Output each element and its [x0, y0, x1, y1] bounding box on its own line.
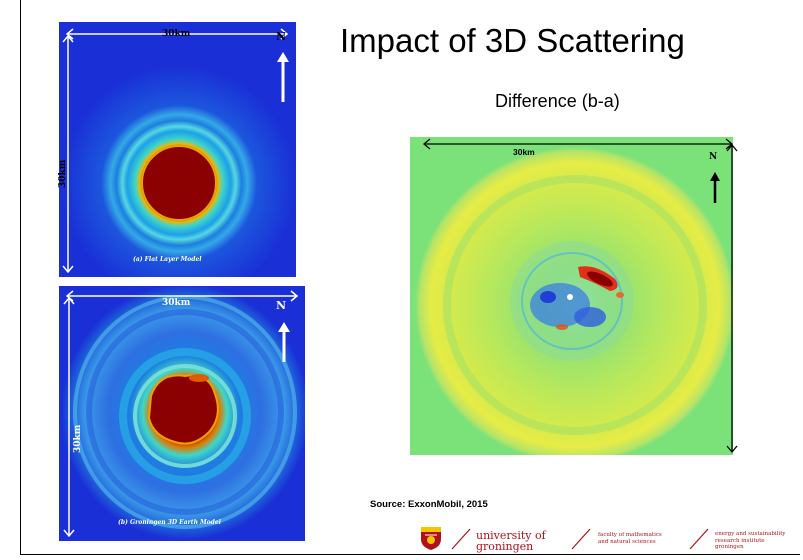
flat-layer-model-map	[59, 22, 296, 277]
difference-north-label: N	[709, 152, 718, 162]
slide-frame	[20, 0, 800, 555]
panel-a-overlays	[62, 28, 289, 274]
panel-b-overlays	[63, 290, 299, 538]
difference-map-overlays	[422, 138, 738, 454]
footer-logos: university of groningen faculty of mathe…	[420, 525, 800, 555]
panel-b-width-label: 30km	[162, 298, 191, 308]
groningen-3d-earth-model-map	[59, 286, 305, 541]
difference-map	[410, 137, 733, 455]
university-name: university of groningen	[476, 529, 546, 553]
source-note: Source: ExxonMobil, 2015	[370, 499, 488, 510]
footer-divider-icon	[451, 528, 471, 550]
footer-divider-icon	[571, 528, 591, 550]
panel-b-north-label: N	[276, 299, 287, 312]
faculty-name: faculty of mathematics and natural scien…	[598, 532, 662, 545]
slide-subtitle: Difference (b-a)	[495, 91, 620, 111]
slide-title: Impact of 3D Scattering	[340, 22, 685, 59]
footer-divider-icon	[689, 528, 709, 550]
panel-b-caption: (b) Groningen 3D Earth Model	[118, 519, 221, 526]
panel-a-caption: (a) Flat Layer Model	[133, 256, 202, 263]
difference-width-label: 30km	[513, 147, 535, 157]
institute-name: energy and sustainability research insti…	[715, 531, 786, 550]
panel-a-height-label: 30km	[58, 159, 68, 188]
university-crest-icon	[421, 527, 441, 550]
panel-a-north-label: N	[276, 30, 287, 43]
panel-a-width-label: 30km	[162, 29, 191, 39]
panel-b-height-label: 30km	[73, 424, 83, 453]
